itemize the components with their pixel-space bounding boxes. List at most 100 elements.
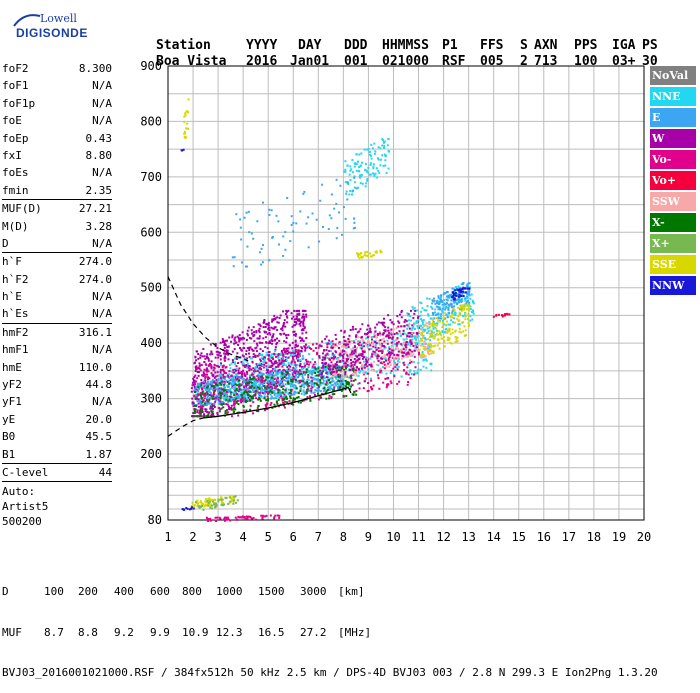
- data-point: [185, 507, 188, 510]
- data-point: [210, 519, 213, 522]
- data-point: [307, 246, 310, 249]
- data-point: [302, 383, 305, 386]
- data-point: [368, 335, 371, 338]
- data-point: [415, 335, 418, 338]
- data-point: [279, 389, 282, 392]
- data-point: [311, 386, 314, 389]
- data-point: [328, 388, 331, 391]
- data-point: [270, 365, 273, 368]
- data-point: [337, 386, 340, 389]
- data-point: [200, 403, 203, 406]
- data-point: [427, 323, 430, 326]
- data-point: [291, 360, 294, 363]
- header-value: 2: [520, 54, 528, 69]
- data-point: [344, 388, 347, 391]
- data-point: [453, 297, 456, 300]
- data-point: [300, 379, 303, 382]
- data-point: [212, 373, 215, 376]
- data-point: [269, 370, 272, 373]
- data-point: [381, 366, 384, 369]
- data-point: [387, 167, 390, 170]
- data-point: [358, 382, 361, 385]
- data-point: [238, 379, 241, 382]
- data-point: [328, 357, 331, 360]
- param-value: 8.80: [85, 148, 113, 162]
- data-point: [347, 358, 350, 361]
- data-point: [409, 377, 412, 380]
- data-point: [292, 324, 295, 327]
- header-value: 005: [480, 54, 503, 69]
- x-tick-label: 6: [290, 530, 297, 544]
- data-point: [290, 353, 293, 356]
- data-point: [252, 237, 255, 240]
- data-point: [271, 362, 274, 365]
- data-point: [301, 347, 304, 350]
- data-point: [425, 358, 428, 361]
- data-point: [303, 315, 306, 318]
- data-point: [408, 335, 411, 338]
- data-point: [292, 359, 295, 362]
- data-point: [343, 346, 346, 349]
- data-point: [203, 368, 206, 371]
- data-point: [201, 503, 204, 506]
- data-point: [320, 372, 323, 375]
- data-point: [313, 378, 316, 381]
- data-point: [266, 370, 269, 373]
- data-point: [259, 366, 262, 369]
- data-point: [296, 354, 299, 357]
- param-value: N/A: [92, 166, 112, 180]
- data-point: [282, 353, 285, 356]
- data-point: [197, 353, 200, 356]
- header-label: Station: [156, 38, 211, 53]
- data-point: [210, 407, 213, 410]
- data-point: [357, 340, 360, 343]
- data-point: [451, 291, 454, 294]
- data-point: [199, 399, 202, 402]
- data-point: [396, 363, 399, 366]
- data-point: [386, 362, 389, 365]
- data-point: [374, 152, 377, 155]
- data-point: [209, 517, 212, 520]
- data-point: [430, 345, 433, 348]
- data-point: [354, 181, 357, 184]
- data-point: [409, 340, 412, 343]
- data-point: [217, 354, 220, 357]
- data-point: [279, 379, 282, 382]
- data-point: [360, 366, 363, 369]
- data-point: [192, 401, 195, 404]
- data-point: [265, 390, 268, 393]
- data-point: [386, 342, 389, 345]
- param-value: 27.21: [78, 202, 112, 216]
- data-point: [187, 98, 190, 101]
- data-point: [406, 327, 409, 330]
- data-point: [264, 325, 267, 328]
- data-point: [231, 391, 234, 394]
- data-point: [431, 311, 434, 314]
- data-point: [279, 333, 282, 336]
- param-value: 1.87: [85, 447, 113, 461]
- data-point: [373, 142, 376, 145]
- data-point: [238, 340, 241, 343]
- data-point: [344, 217, 347, 220]
- data-point: [393, 353, 396, 356]
- data-point: [304, 347, 307, 350]
- data-point: [199, 354, 202, 357]
- data-point: [272, 397, 275, 400]
- data-point: [298, 319, 301, 322]
- data-point: [238, 383, 241, 386]
- data-point: [236, 352, 239, 355]
- data-point: [250, 373, 253, 376]
- data-point: [326, 352, 329, 355]
- data-point: [310, 369, 313, 372]
- data-point: [382, 324, 385, 327]
- data-point: [408, 348, 411, 351]
- data-point: [346, 354, 349, 357]
- data-point: [226, 389, 229, 392]
- param-value: 316.1: [78, 325, 112, 339]
- param-row: yF1 N/A: [2, 393, 112, 410]
- data-point: [406, 372, 409, 375]
- data-point: [239, 398, 242, 401]
- data-point: [403, 325, 406, 328]
- data-point: [202, 348, 205, 351]
- data-point: [427, 351, 430, 354]
